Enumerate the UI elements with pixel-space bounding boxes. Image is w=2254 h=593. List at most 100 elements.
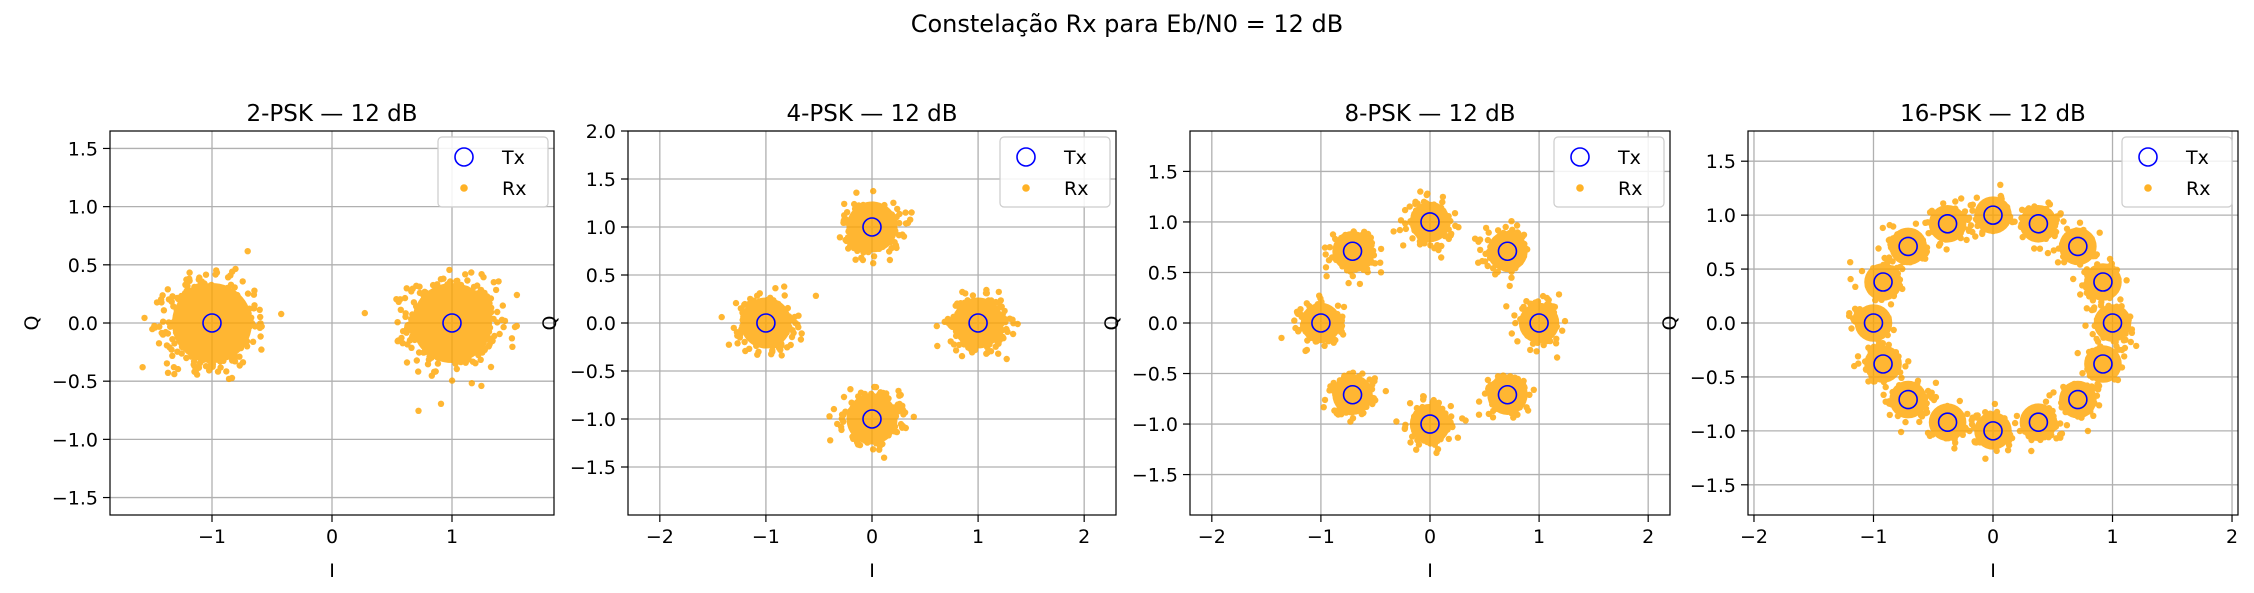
rx-point (1359, 370, 1366, 377)
legend-rx-marker (1576, 184, 1584, 192)
rx-point (781, 292, 788, 299)
rx-point (496, 330, 503, 338)
rx-point (886, 248, 893, 255)
rx-point (1997, 181, 2004, 188)
rx-point (908, 209, 915, 216)
rx-point (1530, 386, 1538, 393)
y-tick-label: 0.5 (68, 255, 98, 277)
rx-point (2127, 338, 2134, 346)
rx-point (880, 454, 888, 461)
rx-point (2096, 229, 2103, 236)
legend-rx-label: Rx (1064, 178, 1088, 200)
x-tick-label: −1 (752, 526, 780, 548)
rx-point (1973, 194, 1981, 201)
rx-point (1912, 220, 1920, 227)
rx-point (508, 335, 516, 342)
rx-point (1393, 418, 1400, 425)
rx-point (1514, 338, 1521, 345)
rx-point (1402, 225, 1410, 233)
rx-point (494, 308, 501, 316)
rx-point (509, 343, 516, 350)
rx-point (1338, 328, 1345, 335)
rx-point (1553, 354, 1561, 361)
rx-point (1510, 414, 1517, 421)
rx-point (490, 315, 497, 323)
subplot-title: 2-PSK — 12 dB (246, 101, 417, 127)
rx-point (1494, 268, 1502, 275)
tx-point (1420, 212, 1440, 232)
rx-point (1321, 396, 1329, 404)
rx-point (258, 346, 265, 353)
rx-point (1377, 245, 1385, 253)
rx-point (1382, 387, 1390, 395)
legend-rx-marker (1022, 184, 1030, 192)
rx-point (1484, 376, 1492, 384)
rx-point (1400, 242, 1407, 249)
rx-cluster-core (952, 297, 1004, 349)
rx-point (278, 310, 285, 318)
rx-point (1322, 264, 1330, 271)
rx-point (890, 199, 897, 206)
tx-point (442, 313, 462, 333)
rx-point (1340, 303, 1348, 311)
rx-point (158, 299, 165, 306)
rx-point (2054, 259, 2062, 266)
rx-point (738, 305, 745, 312)
rx-point (1952, 198, 1959, 205)
rx-point (403, 285, 410, 292)
rx-point (1963, 236, 1970, 244)
tx-point (1497, 384, 1518, 405)
rx-point (164, 369, 172, 376)
rx-point (403, 325, 411, 332)
rx-point (239, 278, 246, 285)
rx-point (256, 306, 263, 313)
rx-point (1439, 198, 1446, 206)
rx-point (408, 288, 415, 295)
tx-point (968, 313, 988, 333)
tx-point (1342, 241, 1363, 262)
rx-scatter (1845, 181, 2140, 462)
rx-point (190, 358, 198, 365)
rx-point (1412, 200, 1419, 207)
rx-point (480, 274, 487, 281)
rx-point (174, 348, 181, 355)
tx-point (862, 409, 882, 429)
legend-box (999, 136, 1111, 208)
legend-tx-label: Tx (1617, 147, 1641, 169)
rx-point (1475, 411, 1483, 418)
rx-point (1503, 303, 1510, 310)
rx-point (2044, 249, 2052, 257)
rx-point (1406, 400, 1414, 407)
rx-point (830, 405, 838, 413)
legend-tx-marker (1570, 147, 1590, 167)
rx-point (1407, 439, 1414, 446)
rx-point (1401, 206, 1409, 214)
rx-point (869, 446, 877, 453)
rx-point (1524, 407, 1532, 414)
y-axis-label: Q (21, 316, 43, 331)
x-tick-label: 2 (1078, 526, 1090, 548)
rx-point (1485, 229, 1492, 236)
legend-tx-marker (1016, 147, 1036, 167)
rx-point (186, 275, 193, 282)
rx-point (2128, 329, 2136, 336)
rx-point (852, 256, 859, 263)
rx-point (399, 340, 406, 347)
rx-point (477, 286, 485, 294)
rx-point (1452, 222, 1459, 229)
rx-point (186, 269, 193, 276)
rx-point (182, 281, 189, 288)
legend-rx-marker (460, 184, 468, 192)
rx-point (223, 368, 230, 375)
rx-point (1296, 310, 1304, 317)
rx-point (899, 402, 906, 409)
rx-point (995, 350, 1002, 357)
rx-point (468, 269, 475, 276)
rx-point (1482, 224, 1490, 232)
rx-point (491, 332, 498, 340)
legend-box (1553, 136, 1665, 208)
rx-cluster-core (1409, 403, 1451, 445)
rx-point (159, 331, 167, 338)
y-tick-label: −0.5 (1132, 364, 1178, 386)
